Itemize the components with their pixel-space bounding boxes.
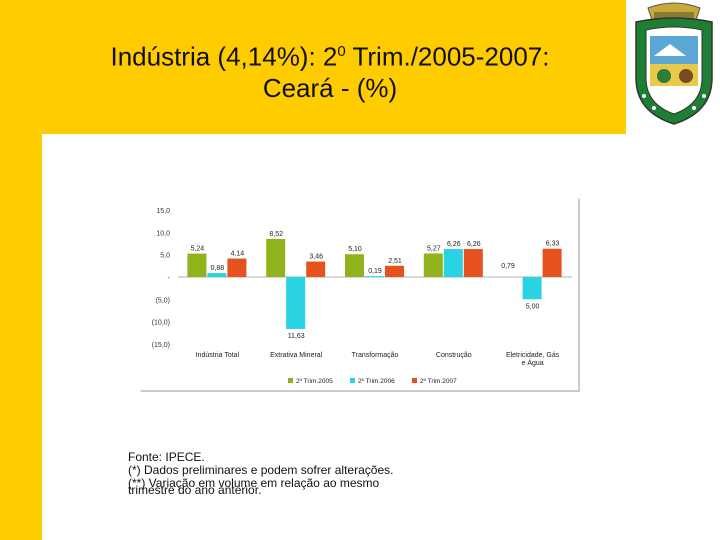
y-tick-label: (10,0) [152,320,170,327]
legend-label: 2º Trim.2005 [296,378,333,385]
bar [266,238,286,277]
bar [385,265,404,277]
y-tick-label: - [168,275,171,282]
bar [306,261,326,277]
title-superscript: 0 [337,43,346,60]
bar [443,249,463,277]
bar [286,277,306,329]
data-label: 11,63 [288,333,305,340]
legend-label: 2º Trim.2006 [358,378,395,385]
legend-label: 2º Trim.2007 [420,378,457,385]
footnote-source: Fonte: IPECE. [128,450,205,464]
bar [542,248,562,277]
data-label: 2,51 [388,258,402,265]
y-tick-label: 10,0 [156,230,170,237]
footnote-3: trimestre do ano anterior. [128,483,262,497]
data-label: 5,24 [191,246,205,253]
bar-chart: 15,0 10,0 5,0 - (5,0) (10,0) (15,0) 5,24 0,88 4,… [152,208,572,385]
title-part-a: Indústria (4,14%): 2 [110,41,338,72]
category-label: Eletricidade, Gás [506,352,560,359]
bar [187,253,207,277]
data-label: 5,27 [427,245,441,252]
y-tick-label: (5,0) [156,297,170,304]
legend-swatch [350,378,355,383]
data-label: 0,79 [501,263,515,270]
chart-panel: 15,0 10,0 5,0 - (5,0) (10,0) (15,0) 5,24 0,88 4,… [140,198,579,391]
category-label: e Água [522,358,544,367]
footnote-1: (*) Dados preliminares e podem sofrer al… [128,463,394,477]
bar [423,253,443,277]
title-line-2: Ceará - (%) [262,72,398,103]
footnotes: Fonte: IPECE. (*) Dados preliminares e p… [128,451,568,497]
y-tick-label: 5,0 [160,253,170,260]
data-label: 6,33 [546,241,560,248]
bar [463,249,483,277]
title-part-b: Trim./2005-2007: [345,41,550,72]
y-tick-label: 15,0 [156,208,170,215]
category-label: Transformação [352,352,399,359]
coat-of-arms-icon [630,0,718,128]
left-band [0,134,42,540]
category-label: Extrativa Mineral [270,352,323,359]
footnote-2: (**) Variação em volume em relação ao me… [128,476,380,490]
data-label: 6,26 [447,241,461,248]
data-label: 3,46 [309,254,323,261]
bar [227,258,247,277]
category-label: Construção [436,352,472,359]
data-label: 0,19 [368,268,382,275]
data-label: 0,88 [211,265,225,272]
data-label: 8,52 [269,231,283,238]
header-band [0,0,626,134]
bar [365,276,384,278]
bar [345,254,364,277]
data-label: 5,00 [526,303,540,310]
category-label: Indústria Total [196,352,240,359]
bar [207,273,227,277]
y-tick-label: (15,0) [152,342,170,349]
data-label: 4,14 [231,251,245,258]
legend-swatch [288,378,293,383]
bar [522,277,542,300]
title-line-1: Indústria (4,14%): 20 Trim./2005-2007: [60,36,600,73]
slide-title: Indústria (4,14%): 20 Trim./2005-2007: C… [60,36,600,104]
data-label: 6,26 [467,241,481,248]
legend-swatch [412,378,417,383]
data-label: 5,10 [348,246,362,253]
